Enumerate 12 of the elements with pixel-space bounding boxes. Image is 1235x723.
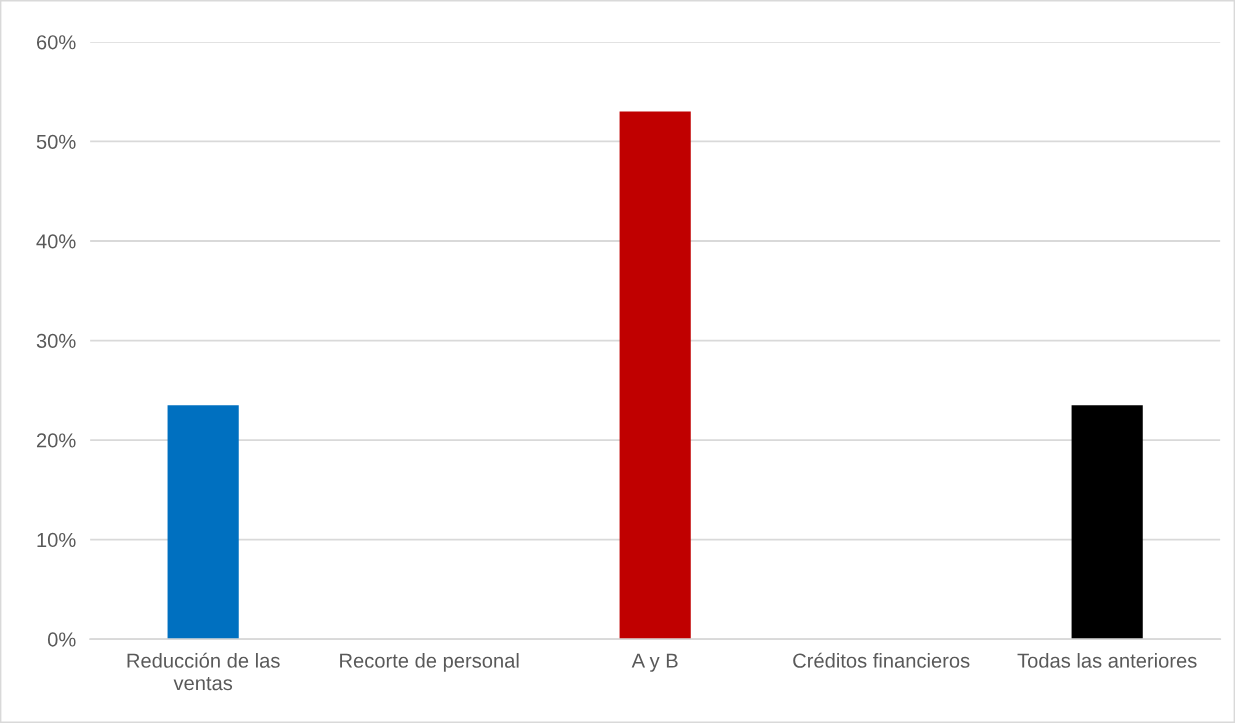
y-tick-label: 40% bbox=[36, 234, 76, 249]
y-tick-label: 50% bbox=[36, 134, 76, 149]
x-tick-label: Reducción de las ventas bbox=[127, 652, 280, 691]
x-tick-label: A y B bbox=[631, 653, 678, 672]
x-tick-label: Créditos financieros bbox=[793, 652, 970, 668]
y-tick-label: 30% bbox=[36, 333, 76, 349]
y-tick-label: 60% bbox=[36, 35, 76, 50]
x-tick-label: Recorte de personal bbox=[340, 653, 519, 672]
y-tick-label: 10% bbox=[37, 532, 76, 548]
y-tick-label: 20% bbox=[36, 433, 76, 448]
y-tick-label: 0% bbox=[47, 632, 76, 647]
x-tick-label: Todas las anteriores bbox=[1017, 653, 1197, 668]
